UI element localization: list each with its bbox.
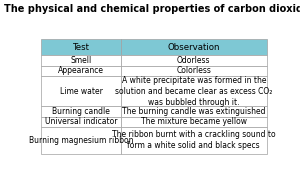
Text: A white precipitate was formed in the
solution and became clear as excess CO₂
wa: A white precipitate was formed in the so… [115, 76, 272, 107]
Text: The burning candle was extinguished: The burning candle was extinguished [122, 107, 266, 116]
Text: Odorless: Odorless [177, 56, 211, 65]
Bar [121, 76, 266, 106]
Text: Appearance: Appearance [58, 66, 104, 76]
Bar [41, 56, 121, 66]
Bar [41, 127, 121, 153]
Bar [121, 66, 266, 76]
Bar [121, 127, 266, 153]
Text: Burning magnesium ribbon: Burning magnesium ribbon [29, 136, 133, 145]
Text: Smell: Smell [70, 56, 92, 65]
Bar [41, 117, 121, 127]
Text: Universal indicator: Universal indicator [45, 117, 117, 126]
Text: Burning candle: Burning candle [52, 107, 110, 116]
Bar [41, 39, 121, 56]
Bar [41, 76, 121, 106]
Bar [41, 66, 121, 76]
Text: The ribbon burnt with a crackling sound to
form a white solid and black specs: The ribbon burnt with a crackling sound … [112, 130, 276, 150]
Bar [121, 106, 266, 117]
Bar [121, 56, 266, 66]
Text: The physical and chemical properties of carbon dioxide gas: The physical and chemical properties of … [4, 4, 300, 14]
Text: Test: Test [73, 43, 89, 52]
Bar [121, 117, 266, 127]
Text: Colorless: Colorless [176, 66, 211, 76]
Bar [41, 106, 121, 117]
Bar [121, 39, 266, 56]
Text: Lime water: Lime water [60, 87, 103, 96]
Text: Observation: Observation [167, 43, 220, 52]
Text: The mixture became yellow: The mixture became yellow [141, 117, 247, 126]
